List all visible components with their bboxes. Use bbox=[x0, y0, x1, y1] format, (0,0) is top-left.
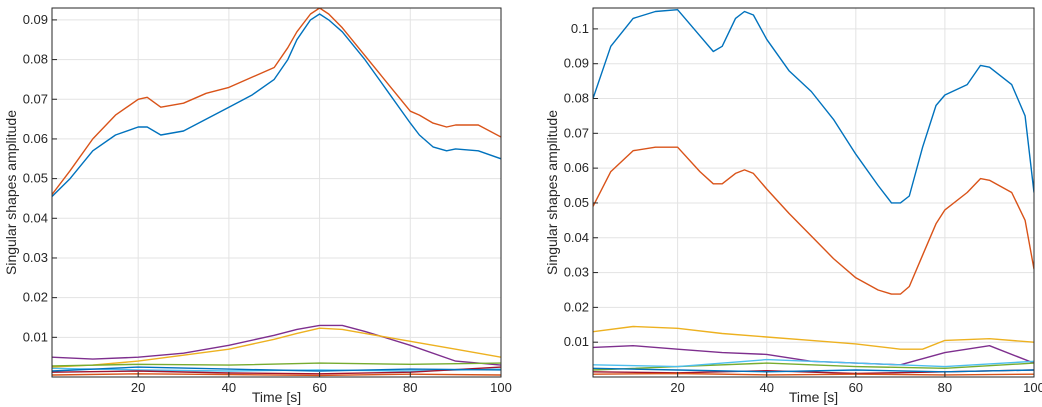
y-tick-label: 0.04 bbox=[23, 210, 48, 225]
x-tick-label: 80 bbox=[403, 380, 417, 395]
x-tick-label: 100 bbox=[490, 380, 512, 395]
x-tick-label: 80 bbox=[938, 380, 952, 395]
y-tick-label: 0.09 bbox=[23, 12, 48, 27]
plot-area bbox=[52, 8, 501, 377]
y-axis-label: Singular shapes amplitude bbox=[544, 110, 560, 275]
y-tick-label: 0.09 bbox=[564, 56, 589, 71]
axes-box bbox=[592, 7, 1035, 378]
x-tick-label: 20 bbox=[670, 380, 684, 395]
y-tick-label: 0.04 bbox=[564, 230, 589, 245]
series-line-1 bbox=[52, 13, 501, 197]
series-line-4 bbox=[52, 362, 501, 367]
x-tick-label: 20 bbox=[131, 380, 145, 395]
x-tick-label: 40 bbox=[222, 380, 236, 395]
y-tick-label: 0.08 bbox=[23, 52, 48, 67]
x-axis-label: Time [s] bbox=[252, 389, 301, 405]
series-line-7 bbox=[52, 366, 501, 372]
y-tick-label: 0.02 bbox=[564, 299, 589, 314]
left-chart: 20 40 60 80 100 0.01 0.02 0.03 0.04 0.05 0.06 0.07 0… bbox=[3, 7, 512, 405]
y-tick-label: 0.05 bbox=[564, 195, 589, 210]
y-axis-label: Singular shapes amplitude bbox=[3, 110, 19, 275]
y-tick-label: 0.01 bbox=[564, 334, 589, 349]
y-tick-label: 0.1 bbox=[571, 21, 589, 36]
series-line-8 bbox=[52, 373, 501, 377]
series-line-8 bbox=[593, 372, 1034, 376]
y-tick-label: 0.03 bbox=[564, 265, 589, 280]
series-line-0 bbox=[593, 8, 1034, 204]
y-tick-label: 0.07 bbox=[564, 125, 589, 140]
series-line-6 bbox=[52, 366, 501, 375]
y-tick-label: 0.05 bbox=[23, 171, 48, 186]
y-tick-label: 0.06 bbox=[564, 160, 589, 175]
plot-area bbox=[593, 8, 1034, 377]
series-line-0 bbox=[52, 8, 501, 195]
series-line-3 bbox=[52, 327, 501, 368]
x-axis-label: Time [s] bbox=[789, 389, 838, 405]
series-line-2 bbox=[593, 325, 1034, 350]
y-tick-label: 0.07 bbox=[23, 91, 48, 106]
series-line-2 bbox=[52, 324, 501, 366]
series-line-7 bbox=[593, 367, 1034, 373]
x-tick-label: 60 bbox=[312, 380, 326, 395]
y-tick-label: 0.02 bbox=[23, 290, 48, 305]
right-chart: 20 40 60 80 100 0.01 0.02 0.03 0.04 0.05 0.06 0.07 0… bbox=[544, 7, 1042, 405]
y-tick-label: 0.03 bbox=[23, 250, 48, 265]
x-tick-label: 100 bbox=[1023, 380, 1042, 395]
y-tick-label: 0.06 bbox=[23, 131, 48, 146]
y-tick-label: 0.08 bbox=[564, 91, 589, 106]
x-tick-label: 60 bbox=[849, 380, 863, 395]
series-line-5 bbox=[593, 358, 1034, 368]
x-tick-label: 40 bbox=[759, 380, 773, 395]
series-line-1 bbox=[593, 146, 1034, 295]
series-line-4 bbox=[593, 362, 1034, 371]
axes-box bbox=[51, 7, 502, 378]
y-tick-label: 0.01 bbox=[23, 329, 48, 344]
